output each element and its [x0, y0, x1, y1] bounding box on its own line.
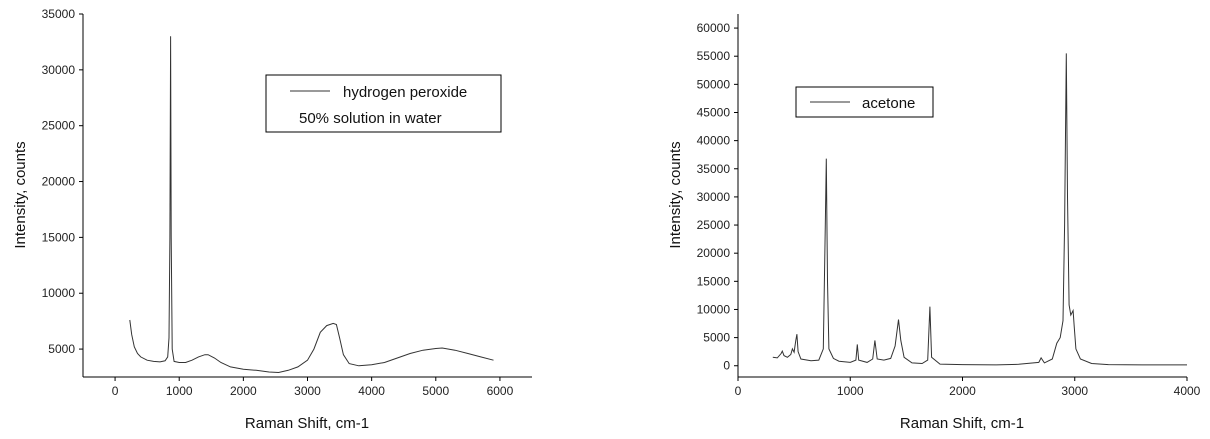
x-tick-label: 2000 — [230, 384, 257, 398]
x-tick-label: 2000 — [949, 384, 976, 398]
legend: acetone — [795, 86, 934, 118]
legend-label-line2: 50% solution in water — [299, 110, 442, 127]
x-tick-label: 3000 — [294, 384, 321, 398]
y-tick-label: 55000 — [697, 49, 731, 63]
x-tick-label: 4000 — [358, 384, 385, 398]
x-axis-label: Raman Shift, cm-1 — [900, 415, 1024, 432]
x-tick-label: 5000 — [422, 384, 449, 398]
y-tick-label: 30000 — [42, 63, 76, 77]
x-tick-label: 4000 — [1174, 384, 1201, 398]
legend: hydrogen peroxide 50% solution in water — [265, 74, 502, 133]
y-tick-label: 15000 — [697, 274, 731, 288]
legend-label: acetone — [862, 95, 915, 112]
x-tick-label: 0 — [735, 384, 742, 398]
y-tick-label: 50000 — [697, 77, 731, 91]
chart-hydrogen-peroxide: 5000 10000 15000 20000 25000 30000 35000 0 1000… — [12, 7, 532, 432]
y-tick-label: 5000 — [48, 342, 75, 356]
y-tick-label: 35000 — [42, 7, 76, 21]
y-tick-label: 45000 — [697, 105, 731, 119]
y-ticks: 5000 10000 15000 20000 25000 30000 35000 — [42, 7, 83, 356]
y-ticks: 0 5000 10000 15000 20000 25000 30000 35000 40000… — [697, 21, 738, 373]
x-ticks: 0 1000 2000 3000 4000 — [735, 377, 1201, 398]
x-axis-label: Raman Shift, cm-1 — [245, 415, 369, 432]
y-tick-label: 10000 — [42, 286, 76, 300]
x-tick-label: 6000 — [487, 384, 514, 398]
y-tick-label: 10000 — [697, 302, 731, 316]
y-tick-label: 5000 — [703, 331, 730, 345]
series-line-hydrogen-peroxide — [129, 36, 494, 374]
x-ticks: 0 1000 2000 3000 4000 5000 6000 — [112, 377, 514, 398]
chart-acetone: 0500010000150002000025000300003500040000… — [667, 14, 1201, 432]
y-tick-label: 30000 — [697, 190, 731, 204]
x-tick-label: 1000 — [166, 384, 193, 398]
y-tick-label: 15000 — [42, 230, 76, 244]
x-tick-label: 1000 — [837, 384, 864, 398]
series-line-acetone — [772, 53, 1187, 366]
legend-box — [265, 74, 502, 133]
y-tick-label: 25000 — [42, 119, 76, 133]
y-tick-label: 60000 — [697, 21, 731, 35]
x-tick-label: 3000 — [1061, 384, 1088, 398]
y-tick-label: 0 — [723, 359, 730, 373]
x-tick-label: 0 — [112, 384, 119, 398]
y-axis-label: Intensity, counts — [12, 141, 29, 248]
y-axis-label: Intensity, counts — [667, 141, 684, 248]
y-tick-label: 25000 — [697, 218, 731, 232]
y-tick-label: 35000 — [697, 162, 731, 176]
legend-label-line1: hydrogen peroxide — [343, 84, 467, 101]
y-tick-label: 20000 — [697, 246, 731, 260]
y-tick-label: 20000 — [42, 175, 76, 189]
y-tick-label: 40000 — [697, 134, 731, 148]
